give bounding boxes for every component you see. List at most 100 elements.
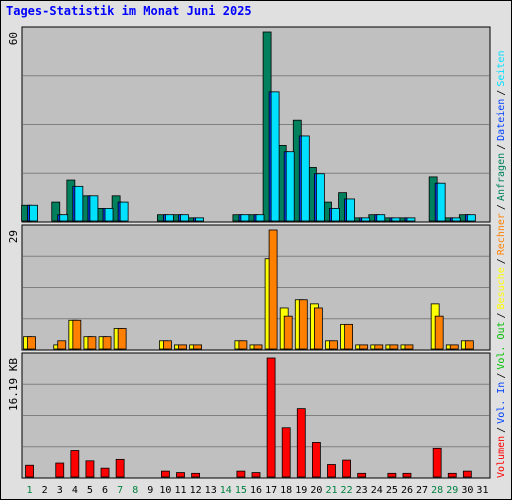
bar [283, 315, 293, 350]
legend-entry: Seiten [496, 51, 507, 87]
bar [89, 195, 99, 222]
bar [59, 214, 69, 222]
x-tick-label: 4 [72, 485, 78, 496]
legend-entry: Anfragen [496, 153, 507, 201]
bar [253, 344, 263, 350]
bar [25, 464, 34, 478]
x-tick-label: 11 [174, 485, 186, 496]
bar [268, 229, 278, 350]
x-tick-label: 7 [117, 485, 123, 496]
y-tick-label: 29 [7, 230, 20, 243]
bar [57, 340, 67, 350]
bar [462, 470, 472, 478]
legend-entry: Rechner [496, 213, 507, 255]
x-tick-label: 13 [205, 485, 217, 496]
bar [449, 344, 459, 350]
bar [255, 214, 265, 222]
bar [402, 472, 412, 478]
legend-entry: Vol. In [496, 382, 507, 424]
bar [432, 447, 442, 478]
legend-separator: / [496, 373, 507, 379]
bar [193, 344, 203, 350]
x-tick-label: 3 [57, 485, 63, 496]
legend: Volumen / Vol. In / Vol. Out / Besuche / Rechner… [496, 51, 507, 478]
bar [447, 472, 457, 478]
x-tick-label: 29 [446, 485, 458, 496]
bar [161, 470, 170, 478]
bar [85, 460, 95, 478]
bar [300, 135, 310, 222]
bar [180, 214, 189, 222]
x-tick-label: 6 [102, 485, 108, 496]
bar [117, 328, 127, 350]
bar [119, 201, 129, 222]
x-tick-label: 25 [386, 485, 398, 496]
bar [346, 198, 355, 222]
bar [100, 467, 110, 478]
bar [270, 91, 280, 222]
x-tick-label: 17 [265, 485, 277, 496]
bar [434, 315, 444, 350]
bar [404, 344, 414, 350]
bar [296, 408, 306, 478]
x-tick-label: 15 [235, 485, 247, 496]
legend-separator: / [496, 144, 507, 150]
legend-separator: / [496, 312, 507, 318]
bar [451, 217, 461, 222]
bar [327, 464, 336, 478]
bar [313, 307, 323, 350]
bar [376, 214, 386, 222]
x-tick-label: 31 [476, 485, 488, 496]
bar [464, 340, 474, 350]
bar [74, 185, 84, 222]
bar [238, 340, 248, 350]
y-tick-label: 60 [7, 32, 20, 45]
x-tick-label: 27 [416, 485, 428, 496]
bar [406, 217, 416, 222]
bar [178, 344, 187, 350]
legend-separator: / [496, 90, 507, 96]
x-tick-label: 5 [87, 485, 93, 496]
bar [29, 204, 38, 222]
y-tick-label: 16.19 KB [7, 358, 20, 411]
bar [55, 462, 65, 478]
legend-separator: / [496, 258, 507, 264]
bar [87, 336, 97, 350]
bar [344, 323, 353, 350]
bar [236, 470, 246, 478]
bar [315, 173, 325, 222]
x-tick-label: 16 [250, 485, 262, 496]
bar [240, 214, 250, 222]
bar [72, 319, 82, 350]
bar [342, 459, 351, 478]
bar [27, 336, 36, 350]
legend-entry: Volumen [496, 436, 507, 478]
bar [391, 217, 401, 222]
x-tick-label: 10 [159, 485, 171, 496]
bar [281, 427, 291, 478]
bar [195, 217, 205, 222]
bar [311, 442, 321, 478]
legend-entry: Vol. Out [496, 321, 507, 369]
x-tick-label: 2 [42, 485, 48, 496]
x-tick-label: 22 [341, 485, 353, 496]
bar [298, 299, 308, 350]
bar [115, 458, 125, 478]
bar [165, 214, 174, 222]
bar [70, 450, 80, 478]
x-tick-label: 19 [295, 485, 307, 496]
bar [374, 344, 384, 350]
bar [102, 336, 112, 350]
x-tick-label: 26 [401, 485, 413, 496]
bar [285, 151, 295, 222]
bar [361, 217, 371, 222]
bar [331, 207, 340, 222]
x-tick-label: 20 [310, 485, 322, 496]
x-tick-label: 18 [280, 485, 292, 496]
legend-separator: / [496, 427, 507, 433]
x-tick-label: 21 [325, 485, 337, 496]
bar [51, 201, 61, 222]
bar [163, 340, 172, 350]
bar [357, 472, 367, 478]
